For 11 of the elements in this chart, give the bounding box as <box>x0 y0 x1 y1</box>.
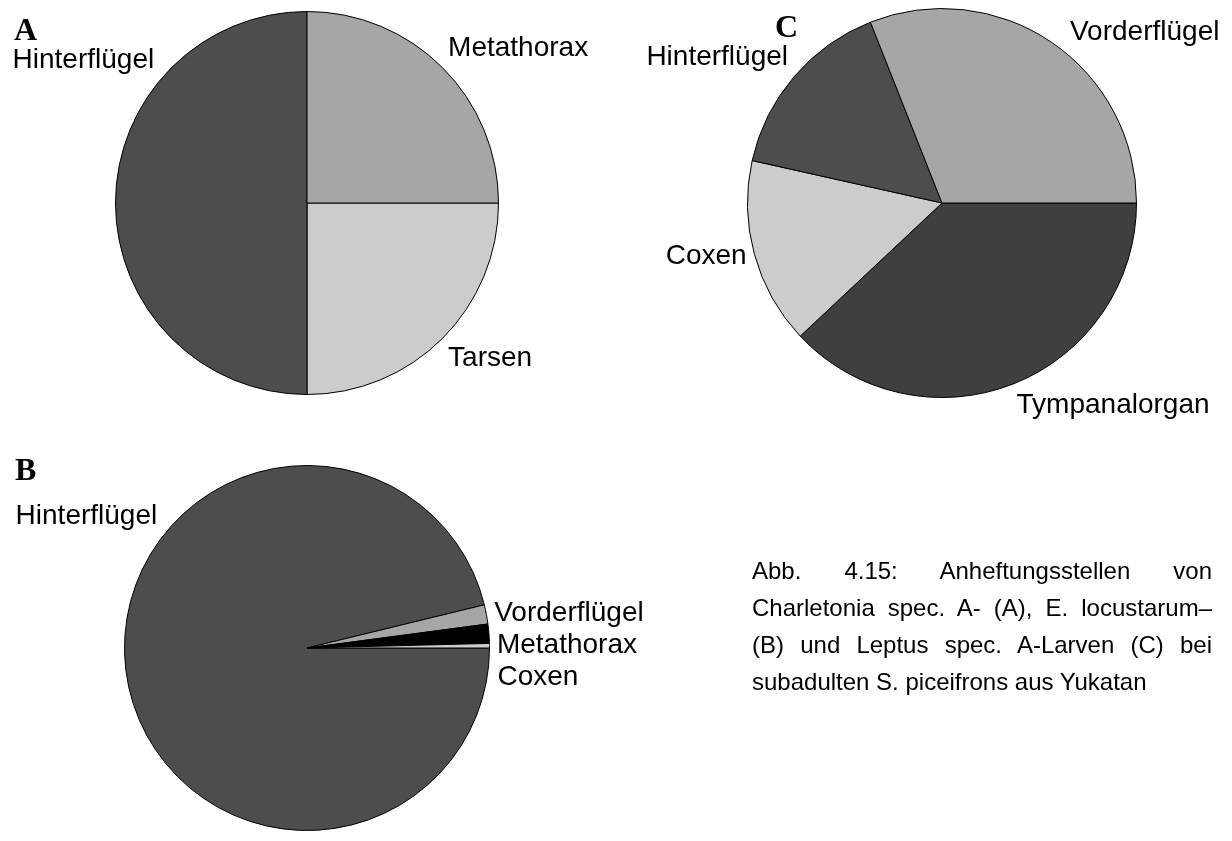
slice-label: Tarsen <box>448 340 533 372</box>
slice-label: Coxen <box>497 659 579 691</box>
slice-label: Tympanalorgan <box>1016 388 1210 419</box>
slice-label: Metathorax <box>496 627 637 659</box>
slice-label: Vorderflügel <box>494 595 644 627</box>
slice-label: Coxen <box>665 239 747 271</box>
chart-title: B <box>15 451 37 488</box>
slice-label: Metathorax <box>448 30 589 62</box>
slice-label: Hinterflügel <box>15 499 158 531</box>
caption: Abb. 4.15: Anheftungsstellen von Charletonia spec. A- (A), E. locustarum– (B) und Leptus spec. A-Larven (C) bei subadulten S. piceifrons aus Yukatan <box>752 556 1212 697</box>
slice-label: Vorderflügel <box>1069 14 1220 46</box>
